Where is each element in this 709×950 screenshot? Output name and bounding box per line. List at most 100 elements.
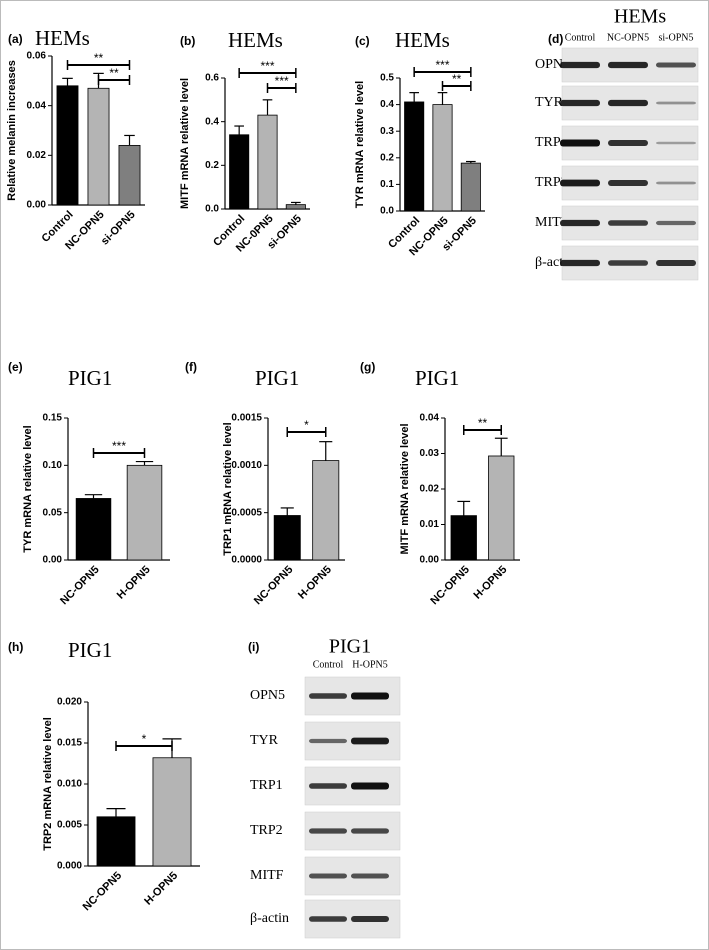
y-tick-label: 0.10 [43, 460, 63, 471]
blot-band [560, 61, 600, 69]
blot-band [309, 916, 347, 922]
bar [312, 460, 340, 561]
bar [273, 515, 301, 561]
panel-label: (c) [355, 34, 370, 48]
y-tick-label: 0.015 [57, 738, 82, 749]
row-label: OPN5 [535, 57, 570, 72]
panel-title: PIG1 [255, 366, 299, 390]
row-label: TRP1 [250, 778, 283, 793]
y-tick-label: 0.5 [380, 73, 394, 84]
blot-band [351, 737, 389, 745]
blot-band [309, 738, 347, 744]
panel-label: (d) [548, 32, 563, 46]
y-tick-label: 0.00 [27, 200, 47, 211]
significance-label: *** [435, 58, 449, 72]
panel-title: PIG1 [68, 366, 112, 390]
row-label: MITF [250, 868, 284, 883]
panel-label: (f) [185, 360, 197, 374]
blot-band [656, 181, 696, 185]
y-tick-label: 0.2 [205, 160, 219, 171]
y-tick-label: 0.010 [57, 779, 82, 790]
panel-title: HEMs [395, 28, 450, 52]
bar [126, 464, 163, 561]
y-tick-label: 0.2 [380, 152, 394, 163]
lane-label: NC-OPN5 [607, 32, 649, 43]
significance-label: *** [260, 59, 274, 73]
significance-label: ** [452, 72, 462, 86]
y-tick-label: 0.3 [380, 126, 394, 137]
blot-band [351, 873, 389, 879]
y-tick-label: 0.04 [27, 100, 47, 111]
y-tick-label: 0.06 [27, 51, 47, 62]
y-tick-label: 0.05 [43, 507, 63, 518]
y-tick-label: 0.1 [380, 179, 394, 190]
row-label: TRP1 [535, 135, 568, 150]
blot-band [656, 220, 696, 226]
significance-label: * [304, 418, 309, 432]
y-tick-label: 0.0015 [231, 413, 262, 424]
bar [118, 144, 141, 206]
panel-label: (a) [8, 32, 23, 46]
panel-title: PIG1 [68, 638, 112, 662]
blot-band [608, 61, 648, 69]
y-tick-label: 0.005 [57, 820, 82, 831]
significance-label: * [142, 732, 147, 746]
significance-label: *** [275, 74, 289, 88]
blot-band [608, 220, 648, 226]
y-axis-label: TRP1 mRNA relative level [222, 422, 234, 555]
blot-band [351, 692, 389, 700]
row-label: TYR [535, 95, 564, 110]
blot-band [656, 141, 696, 145]
row-label: OPN5 [250, 688, 285, 703]
blot-band [608, 260, 648, 266]
panel-label: (h) [8, 640, 23, 654]
y-axis-label: TYR mRNA relative level [354, 81, 366, 208]
blot-band [309, 783, 347, 789]
blot-band [560, 259, 600, 267]
lane-label: Control [313, 659, 344, 670]
significance-label: ** [94, 51, 104, 65]
y-tick-label: 0.01 [420, 519, 440, 530]
y-axis-label: TRP2 mRNA relative level [42, 717, 54, 850]
blot-band [560, 99, 600, 107]
y-tick-label: 0.00 [43, 555, 63, 566]
blot-band [309, 828, 347, 834]
bar [87, 87, 110, 206]
bar [257, 114, 278, 210]
blot-band [309, 873, 347, 879]
lane-label: si-OPN5 [658, 32, 693, 43]
significance-label: ** [109, 66, 119, 80]
blot-band [656, 101, 696, 105]
row-label: TYR [250, 733, 279, 748]
y-tick-label: 0.0005 [231, 507, 262, 518]
panel-label: (b) [180, 34, 195, 48]
blot-band [656, 260, 696, 266]
y-tick-label: 0.0 [380, 206, 394, 217]
y-tick-label: 0.000 [57, 861, 82, 872]
lane-label: H-OPN5 [352, 659, 388, 670]
bar [152, 757, 192, 867]
blot-band [351, 782, 389, 790]
y-tick-label: 0.00 [420, 555, 440, 566]
bar [285, 204, 306, 210]
y-axis-label: MITF mRNA relative level [179, 78, 191, 209]
y-tick-label: 0.02 [27, 150, 47, 161]
blot-band [351, 828, 389, 834]
bar [450, 515, 477, 561]
blot-band [560, 219, 600, 227]
panel-title: PIG1 [415, 366, 459, 390]
row-label: MITF [535, 215, 569, 230]
blot-band [656, 62, 696, 68]
panel-title: HEMs [614, 6, 666, 28]
lane-label: Control [565, 32, 596, 43]
blot-band [560, 139, 600, 147]
panel-title: PIG1 [329, 636, 371, 658]
y-tick-label: 0.6 [205, 73, 219, 84]
bar [96, 816, 136, 867]
y-axis-label: TYR mRNA relative level [22, 425, 34, 552]
y-tick-label: 0.04 [420, 413, 440, 424]
row-label: TRP2 [535, 175, 568, 190]
bar [56, 85, 79, 206]
blot-band [560, 179, 600, 187]
